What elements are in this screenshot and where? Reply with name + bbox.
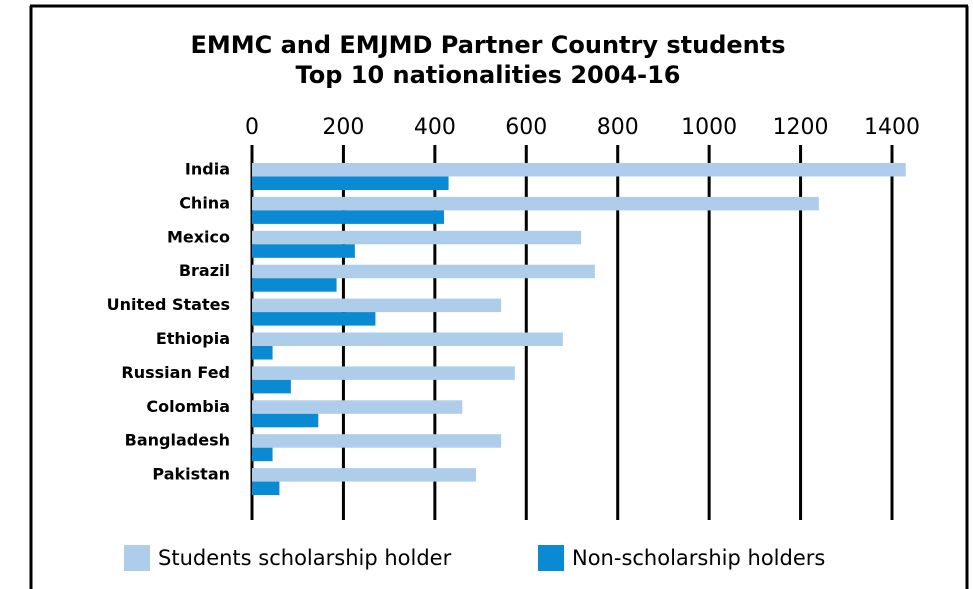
bar [252,379,291,394]
bar [252,447,273,462]
legend-swatch [538,545,564,571]
bar [252,346,273,360]
y-tick-label: Ethiopia [156,329,230,348]
bar [252,230,582,245]
bar [252,400,463,414]
bar [252,196,819,211]
chart-subtitle: Top 10 nationalities 2004-16 [296,61,681,89]
y-tick-label: Mexico [167,227,230,246]
bar [252,244,355,258]
legend-label: Non-scholarship holders [572,546,825,570]
y-tick-label: Pakistan [152,465,230,484]
x-tick-label: 600 [505,115,547,140]
bar [252,163,906,177]
bar [252,413,319,428]
x-tick-label: 1000 [681,115,737,140]
x-tick-label: 200 [322,115,364,140]
x-tick-label: 1200 [773,115,829,140]
bar [252,312,376,326]
x-tick-label: 0 [245,115,259,140]
legend-swatch [124,545,150,571]
bar [252,332,563,346]
x-tick-label: 400 [414,115,456,140]
bar [252,468,476,482]
y-tick-label: Bangladesh [125,431,230,450]
bar [252,264,595,279]
bar [252,176,449,190]
bar [252,278,337,292]
bar [252,366,515,380]
y-tick-label: United States [107,295,230,314]
y-tick-label: Colombia [146,397,230,416]
y-tick-label: Russian Fed [121,363,230,382]
legend-label: Students scholarship holder [158,546,452,570]
bar [252,481,280,496]
chart-title: EMMC and EMJMD Partner Country students [190,31,785,59]
x-tick-label: 1400 [864,115,920,140]
bar [252,434,502,448]
y-tick-label: Brazil [179,261,230,280]
x-tick-label: 800 [597,115,639,140]
bar [252,210,444,224]
bar [252,298,502,313]
y-tick-label: China [179,193,230,212]
y-tick-label: India [185,160,230,179]
